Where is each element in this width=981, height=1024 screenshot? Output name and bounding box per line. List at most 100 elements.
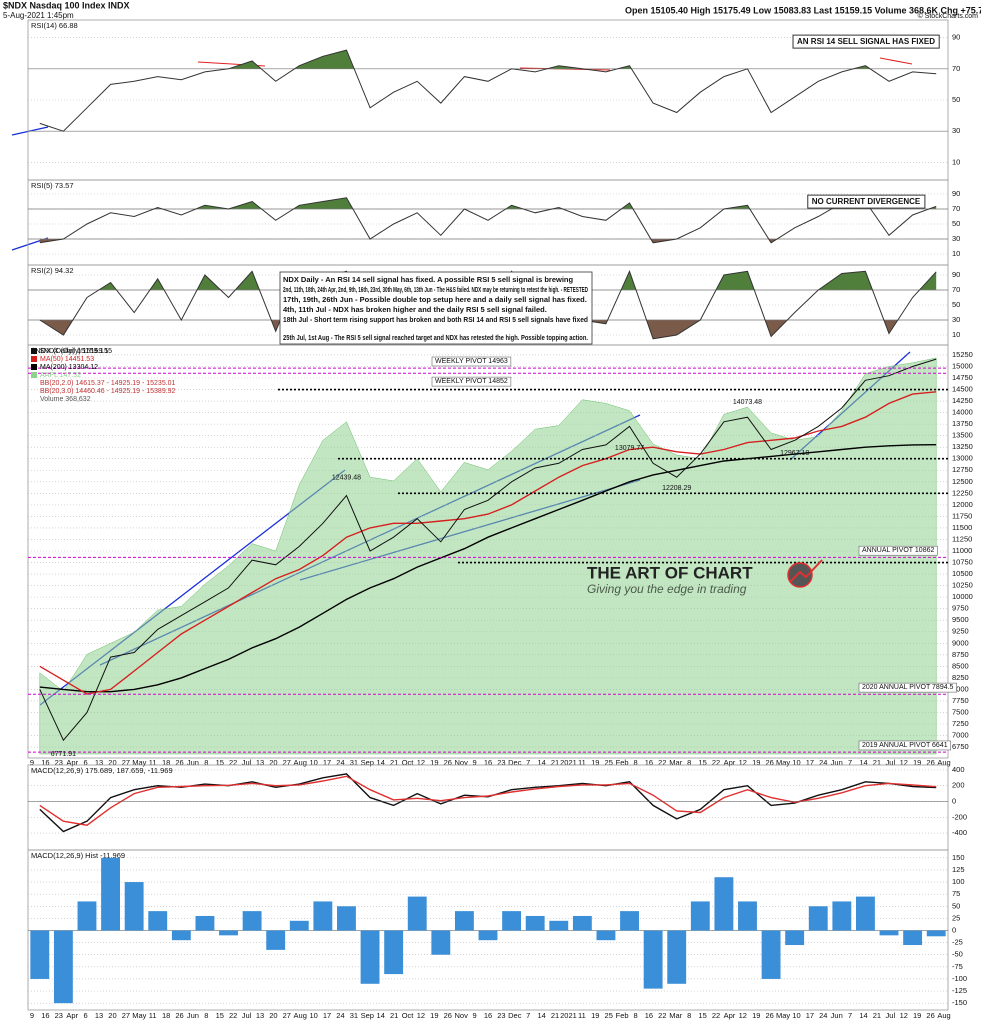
y-tick-label: 8250: [952, 673, 969, 682]
x-tick-label: 23: [55, 758, 63, 767]
y-tick-label: 14750: [952, 373, 973, 382]
x-tick-label: 24: [819, 758, 827, 767]
y-tick-label: 8750: [952, 650, 969, 659]
x-tick-label: 26: [444, 758, 452, 767]
histogram-bar: [714, 877, 734, 931]
x-tick-label: 16: [41, 758, 49, 767]
x-tick-label: Feb: [616, 1011, 629, 1020]
legend-swatch: [31, 364, 37, 370]
histogram-bar: [454, 911, 474, 931]
y-tick-label: 200: [952, 781, 965, 790]
y-tick-label: 13000: [952, 454, 973, 463]
note-line: 2nd, 11th, 18th, 24th Apr, 2nd, 9th, 16t…: [283, 285, 588, 294]
x-tick-label: 22: [712, 758, 720, 767]
logo-tagline: Giving you the edge in trading: [587, 582, 747, 596]
x-tick-label: 31: [350, 1011, 358, 1020]
pivot-label: WEEKLY PIVOT 14963: [435, 358, 508, 365]
x-tick-label: 21: [551, 1011, 559, 1020]
x-tick-label: Aug: [937, 758, 950, 767]
histogram-bar: [53, 930, 73, 1004]
y-tick-label: 9250: [952, 627, 969, 636]
y-tick-label: 30: [952, 126, 960, 135]
y-tick-label: 14000: [952, 408, 973, 417]
panel-title: RSI(5) 73.57: [31, 181, 74, 190]
y-tick-label: 13500: [952, 431, 973, 440]
y-tick-label: 10: [952, 157, 960, 166]
x-tick-label: Mar: [669, 1011, 682, 1020]
x-tick-label: 13: [256, 1011, 264, 1020]
x-tick-label: Mar: [669, 758, 682, 767]
note-line: 25th Jul, 1st Aug - The RSI 5 sell signa…: [283, 333, 588, 342]
panel-frame: [27, 849, 949, 1011]
histogram-bar: [360, 930, 380, 984]
x-tick-label: 7: [848, 1011, 852, 1020]
x-tick-label: 11: [149, 1011, 157, 1020]
divergence-line: [879, 57, 913, 65]
x-tick-label: 24: [336, 758, 344, 767]
x-tick-label: 26: [926, 1011, 934, 1020]
x-tick-label: May: [132, 1011, 146, 1020]
y-tick-label: 12750: [952, 465, 973, 474]
rsi-line: [39, 197, 937, 244]
x-tick-label: 6: [84, 758, 88, 767]
x-tick-label: Sep: [361, 1011, 374, 1020]
y-tick-label: 50: [952, 300, 960, 309]
logo-icon: [787, 562, 813, 588]
x-tick-label: 23: [497, 1011, 505, 1020]
x-tick-label: 12: [739, 758, 747, 767]
y-tick-label: 10500: [952, 569, 973, 578]
pivot-label-box: [858, 682, 957, 693]
histogram-bar: [407, 896, 427, 931]
histogram-bar: [266, 930, 286, 950]
x-tick-label: 17: [323, 758, 331, 767]
histogram-bar: [549, 920, 569, 931]
y-tick-label: 10: [952, 249, 960, 258]
x-tick-label: 16: [41, 1011, 49, 1020]
x-tick-label: Aug: [937, 1011, 950, 1020]
y-tick-label: 13250: [952, 442, 973, 451]
x-tick-label: Apr: [724, 1011, 736, 1020]
legend-entry: MA(50) 14451.53: [40, 356, 94, 363]
y-tick-label: 12500: [952, 477, 973, 486]
x-tick-label: 8: [687, 1011, 691, 1020]
y-tick-label: 50: [952, 219, 960, 228]
y-tick-label: 7000: [952, 731, 969, 740]
notes-box: [279, 271, 593, 345]
logo-arrow: [789, 559, 823, 583]
histogram-bar: [242, 911, 262, 931]
x-tick-label: 26: [444, 1011, 452, 1020]
legend-entry: BB(20,2.0) 14615.37 - 14925.19 - 15235.0…: [40, 380, 176, 387]
y-tick-label: 150: [952, 853, 965, 862]
x-tick-label: 23: [497, 758, 505, 767]
y-tick-label: 30: [952, 315, 960, 324]
x-tick-label: 25: [605, 1011, 613, 1020]
x-tick-label: Oct: [402, 1011, 415, 1020]
y-tick-label: 25: [952, 913, 960, 922]
x-tick-label: 26: [765, 758, 773, 767]
y-tick-label: 70: [952, 285, 960, 294]
y-tick-label: 13750: [952, 419, 973, 428]
y-tick-label: -50: [952, 950, 963, 959]
y-tick-label: 14500: [952, 385, 973, 394]
x-tick-label: 15: [216, 758, 224, 767]
x-tick-label: 24: [336, 1011, 344, 1020]
histogram-bar: [30, 930, 50, 979]
annotation-box: [792, 34, 940, 49]
x-tick-label: Dec: [508, 758, 522, 767]
pivot-label-box: [858, 740, 952, 751]
x-tick-label: 17: [806, 758, 814, 767]
quote: Open 15105.40 High 15175.49 Low 15083.83…: [625, 5, 981, 15]
x-tick-label: Apr: [724, 758, 736, 767]
x-tick-label: 31: [350, 758, 358, 767]
y-tick-label: 7500: [952, 707, 969, 716]
y-tick-label: 10250: [952, 581, 973, 590]
x-tick-label: 19: [591, 1011, 599, 1020]
y-tick-label: 8000: [952, 684, 969, 693]
x-tick-label: 15: [698, 758, 706, 767]
price-label: 12439.48: [332, 474, 361, 481]
y-tick-label: 12000: [952, 500, 973, 509]
histogram-bar: [667, 930, 687, 984]
panel-title: $NDX (Daily) 15159.15: [31, 346, 108, 355]
x-tick-label: 10: [792, 1011, 800, 1020]
